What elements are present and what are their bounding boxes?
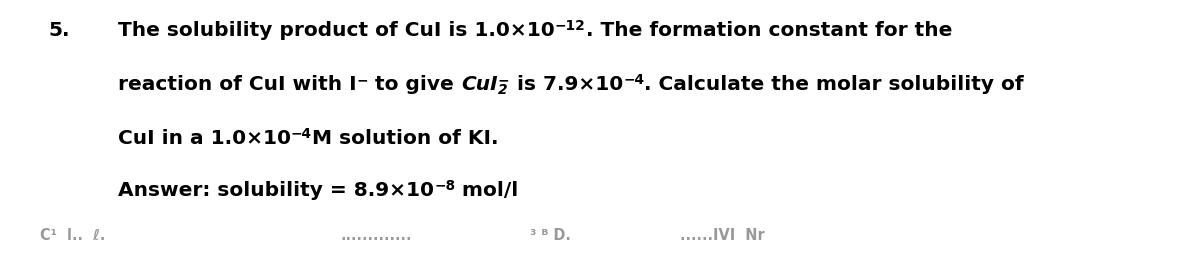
Text: −4: −4 — [292, 128, 312, 142]
Text: CuI: CuI — [461, 75, 498, 94]
Text: ³ ᴮ D.: ³ ᴮ D. — [530, 228, 571, 243]
Text: . Calculate the molar solubility of: . Calculate the molar solubility of — [644, 75, 1024, 94]
Text: CuI in a 1.0×10: CuI in a 1.0×10 — [118, 129, 292, 148]
Text: is 7.9×10: is 7.9×10 — [510, 75, 623, 94]
Text: −12: −12 — [554, 20, 586, 34]
Text: . The formation constant for the: . The formation constant for the — [586, 21, 952, 40]
Text: to give: to give — [368, 75, 461, 94]
Text: −: − — [498, 73, 509, 87]
Text: −4: −4 — [623, 73, 644, 87]
Text: ......IVI  Nr: ......IVI Nr — [680, 228, 764, 243]
Text: 5.: 5. — [48, 21, 70, 40]
Text: −: − — [356, 73, 368, 87]
Text: 2: 2 — [498, 83, 508, 96]
Text: M solution of KI.: M solution of KI. — [312, 129, 498, 148]
Text: .............: ............. — [340, 228, 412, 243]
Text: The solubility product of CuI is 1.0×10: The solubility product of CuI is 1.0×10 — [118, 21, 554, 40]
Text: C¹  l..  ℓ.: C¹ l.. ℓ. — [40, 228, 106, 243]
Text: mol/l: mol/l — [455, 181, 518, 200]
Text: reaction of CuI with I: reaction of CuI with I — [118, 75, 356, 94]
Text: −8: −8 — [434, 180, 455, 193]
Text: Answer: solubility = 8.9×10: Answer: solubility = 8.9×10 — [118, 181, 434, 200]
